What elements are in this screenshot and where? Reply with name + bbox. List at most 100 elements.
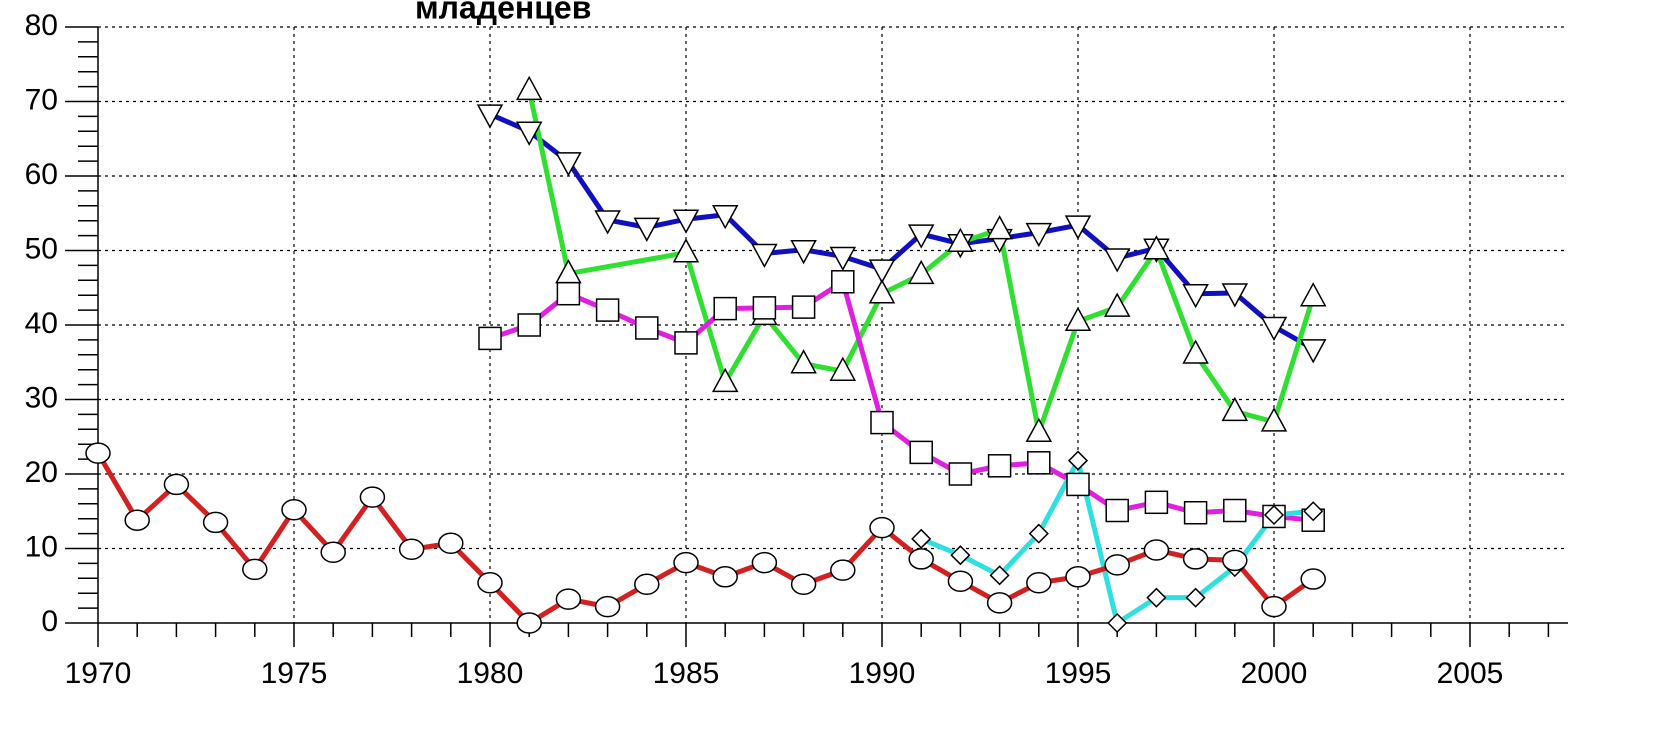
marker: [1066, 472, 1090, 497]
marker: [868, 279, 896, 304]
marker: [1185, 587, 1206, 608]
x-tick-label: 1970: [65, 657, 132, 690]
marker: [831, 270, 855, 294]
marker: [907, 259, 935, 285]
marker: [1103, 248, 1131, 273]
x-tick-label: 1990: [849, 657, 916, 690]
marker: [1064, 306, 1092, 332]
marker: [1300, 568, 1326, 590]
marker: [947, 570, 974, 593]
marker: [908, 548, 934, 570]
marker: [242, 558, 268, 581]
x-tick-label: 1975: [261, 657, 328, 690]
marker: [790, 240, 817, 265]
marker: [751, 551, 778, 574]
marker: [633, 217, 661, 242]
marker: [477, 572, 503, 594]
marker: [1223, 498, 1247, 523]
marker: [1103, 292, 1131, 317]
marker: [868, 259, 896, 284]
marker: [1222, 549, 1248, 572]
marker: [986, 592, 1013, 614]
marker: [1299, 339, 1327, 364]
chart-title: младенцев: [415, 0, 591, 25]
marker: [1183, 500, 1208, 525]
marker: [1067, 450, 1089, 471]
marker: [911, 528, 932, 549]
marker: [595, 298, 620, 322]
marker: [1105, 498, 1129, 523]
marker: [1064, 215, 1092, 240]
y-tick-label: 30: [25, 381, 58, 414]
marker: [751, 243, 778, 269]
marker: [398, 538, 425, 560]
marker: [438, 532, 464, 555]
marker: [634, 573, 660, 596]
x-tick-label: 2005: [1437, 657, 1504, 690]
marker: [829, 356, 857, 381]
marker: [909, 440, 933, 465]
series-line: [95, 451, 1315, 626]
marker: [1260, 316, 1288, 342]
y-tick-label: 50: [25, 232, 58, 265]
marker: [516, 612, 542, 634]
series-line: [488, 111, 1315, 352]
marker: [790, 349, 817, 374]
marker: [1026, 572, 1052, 594]
marker: [1263, 504, 1285, 526]
marker: [556, 281, 581, 306]
y-tick-label: 80: [25, 9, 58, 42]
marker: [829, 246, 857, 272]
marker: [555, 152, 582, 177]
marker: [1107, 612, 1128, 634]
series-line: [489, 279, 1314, 523]
y-tick-label: 0: [41, 605, 58, 638]
marker: [124, 509, 150, 531]
marker: [672, 209, 700, 234]
marker: [594, 210, 621, 235]
series-line: [920, 458, 1314, 626]
marker: [515, 75, 543, 101]
marker: [1261, 595, 1287, 618]
marker: [790, 573, 817, 596]
marker: [870, 410, 894, 435]
y-tick-label: 20: [25, 456, 58, 489]
marker: [989, 565, 1010, 586]
marker: [1143, 235, 1170, 260]
marker: [1182, 548, 1209, 570]
marker: [517, 313, 541, 337]
marker: [320, 541, 346, 563]
marker: [948, 462, 973, 486]
marker: [1146, 587, 1167, 608]
marker: [712, 566, 738, 588]
marker: [752, 296, 777, 320]
y-tick-label: 70: [25, 83, 58, 116]
marker: [85, 442, 111, 464]
marker: [1025, 417, 1053, 443]
marker: [1028, 523, 1049, 544]
y-tick-label: 10: [25, 530, 58, 563]
marker: [947, 227, 974, 253]
marker: [1025, 222, 1053, 248]
marker: [987, 454, 1012, 478]
marker: [1143, 539, 1170, 561]
marker: [830, 559, 856, 581]
marker: [869, 516, 895, 539]
marker: [711, 204, 739, 230]
marker: [711, 367, 739, 393]
x-tick-label: 1980: [457, 657, 524, 690]
marker: [674, 331, 698, 355]
marker: [1303, 501, 1324, 522]
marker: [673, 551, 699, 574]
marker: [635, 316, 659, 340]
marker: [1182, 283, 1209, 309]
marker: [672, 238, 700, 263]
marker: [1065, 566, 1091, 588]
marker: [1104, 554, 1130, 576]
marker: [281, 499, 307, 521]
y-tick-label: 40: [25, 307, 58, 340]
marker: [1027, 451, 1051, 475]
marker: [555, 588, 582, 610]
marker: [791, 295, 816, 319]
